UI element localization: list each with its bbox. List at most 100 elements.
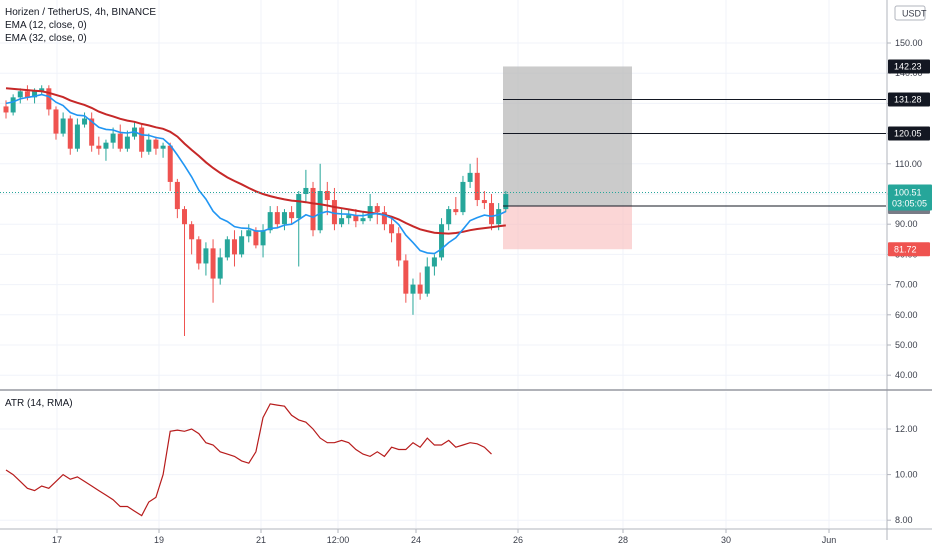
candle-body xyxy=(481,200,487,204)
candle-body xyxy=(231,239,237,255)
candle xyxy=(53,106,59,140)
candle-body xyxy=(239,236,245,255)
candle-body xyxy=(431,257,437,267)
countdown-badge: 03:05:05 xyxy=(892,198,927,208)
candle-body xyxy=(224,239,230,258)
candle-body xyxy=(53,109,59,134)
candle-body xyxy=(303,187,309,194)
candle-body xyxy=(281,212,287,225)
candle-body xyxy=(82,118,88,125)
candle xyxy=(260,224,266,258)
candle xyxy=(153,136,159,155)
candle xyxy=(274,206,280,228)
candle xyxy=(439,218,445,261)
candle-body xyxy=(453,209,459,213)
candle-body xyxy=(210,248,216,279)
candle-body xyxy=(339,218,345,225)
candle xyxy=(396,227,402,267)
time-tick-label: 26 xyxy=(513,535,523,545)
candle xyxy=(474,157,480,207)
candle-body xyxy=(417,284,423,294)
price-tick-label: 150.00 xyxy=(895,38,923,48)
candle-body xyxy=(410,284,416,294)
candle-body xyxy=(424,266,430,294)
candle xyxy=(339,209,345,228)
price-tick-label: 70.00 xyxy=(895,280,918,290)
candle xyxy=(117,124,123,152)
time-tick-label: 30 xyxy=(721,535,731,545)
candle xyxy=(124,130,130,152)
candle xyxy=(46,85,52,116)
candle xyxy=(317,163,323,234)
candle xyxy=(353,209,359,228)
candle-body xyxy=(310,187,316,231)
candle-body xyxy=(374,206,380,213)
candle xyxy=(410,278,416,315)
target1-badge-bg xyxy=(888,59,930,74)
candle xyxy=(281,209,287,231)
candle-body xyxy=(446,209,452,225)
price-badges: 142.23131.28120.0596.0295.6981.72100.510… xyxy=(888,59,932,257)
candle-body xyxy=(360,218,366,222)
atr-line-group xyxy=(5,403,492,517)
candle-body xyxy=(489,203,495,225)
candle xyxy=(39,85,45,95)
candle xyxy=(74,118,80,152)
candle-body xyxy=(389,224,395,234)
time-tick-label: 19 xyxy=(154,535,164,545)
target2-badge: 131.28 xyxy=(894,95,922,105)
candle-body xyxy=(474,172,480,201)
stop-badge: 81.72 xyxy=(894,244,917,254)
ema-lines xyxy=(5,87,507,255)
candle-body xyxy=(353,215,359,222)
candle xyxy=(417,272,423,300)
candle xyxy=(139,124,145,158)
candle xyxy=(67,115,73,155)
stop-badge-bg xyxy=(888,242,930,257)
price-tick-label: 50.00 xyxy=(895,340,918,350)
candle-body xyxy=(324,190,330,201)
candle-body xyxy=(3,106,9,113)
candle xyxy=(453,197,459,216)
candle-body xyxy=(503,194,509,210)
candles-group xyxy=(3,85,509,336)
candle-body xyxy=(496,209,502,225)
candle xyxy=(310,181,316,237)
atr-tick-label: 8.00 xyxy=(895,515,913,525)
candle xyxy=(246,224,252,243)
candle-body xyxy=(246,230,252,237)
candle-body xyxy=(103,142,109,149)
candle-body xyxy=(17,91,23,98)
candle-body xyxy=(182,209,187,225)
candle-body xyxy=(381,212,387,225)
atr-tick-label: 12.00 xyxy=(895,424,918,434)
candle-body xyxy=(189,224,195,240)
time-axis[interactable]: 17 19 21 12:00 24 26 28 30 Jun xyxy=(52,529,836,545)
time-tick-label: 21 xyxy=(256,535,266,545)
atr-line xyxy=(5,403,492,517)
level-lines[interactable] xyxy=(0,99,886,207)
candle xyxy=(331,187,337,231)
candle-body xyxy=(39,88,45,92)
target3-badge: 120.05 xyxy=(894,129,922,139)
candle-body xyxy=(396,233,402,261)
candle-body xyxy=(203,248,209,264)
candle xyxy=(239,230,245,258)
candle xyxy=(489,194,495,231)
candle-body xyxy=(146,139,152,152)
candle xyxy=(96,136,102,155)
candle-body xyxy=(346,215,352,219)
candle xyxy=(303,169,309,204)
price-tick-label: 90.00 xyxy=(895,219,918,229)
ema-slow-legend: EMA (32, close, 0) xyxy=(5,33,87,44)
position-zones[interactable] xyxy=(503,66,632,250)
candle xyxy=(189,221,195,255)
candle xyxy=(360,212,366,225)
candle-body xyxy=(32,91,38,98)
candle-body xyxy=(403,260,409,294)
candle-body xyxy=(167,145,173,182)
target1-badge: 142.23 xyxy=(894,62,922,72)
